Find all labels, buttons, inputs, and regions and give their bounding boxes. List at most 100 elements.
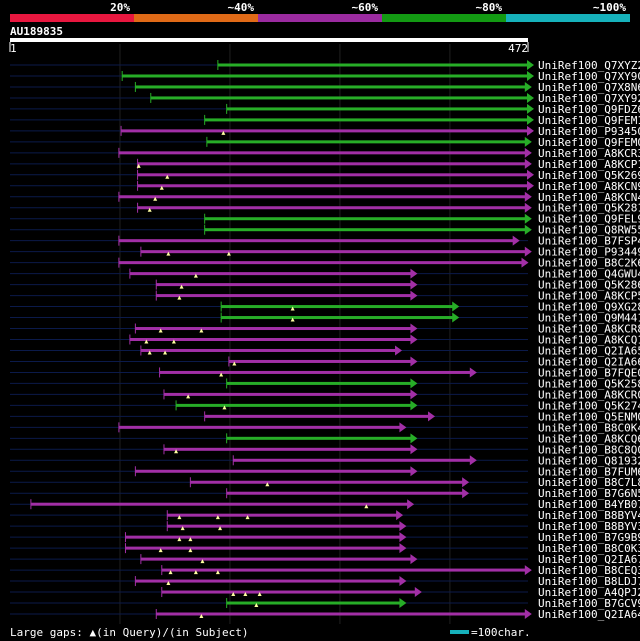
hit-bar[interactable] xyxy=(176,403,412,407)
hit-id-label[interactable]: UniRef100_Q2IA65 xyxy=(538,344,640,357)
hit-bar[interactable] xyxy=(228,359,412,363)
hit-id-label[interactable]: UniRef100_B7FUM6 xyxy=(538,465,640,478)
hit-id-label[interactable]: UniRef100_Q9XG28 xyxy=(538,301,640,314)
hit-bar[interactable] xyxy=(226,601,401,605)
hit-id-label[interactable]: UniRef100_Q2IA64 xyxy=(538,608,640,621)
hit-bar[interactable] xyxy=(190,480,464,484)
hit-bar[interactable] xyxy=(140,348,397,352)
hit-id-label[interactable]: UniRef100_Q9M441 xyxy=(538,312,640,325)
hit-id-label[interactable]: UniRef100_B8BYV3 xyxy=(538,520,640,533)
hit-bar[interactable] xyxy=(167,513,398,517)
hit-id-label[interactable]: UniRef100_Q9FEL9 xyxy=(538,213,640,226)
hit-bar[interactable] xyxy=(226,436,412,440)
hit-id-label[interactable]: UniRef100_A8KCR0 xyxy=(538,388,640,401)
hit-id-label[interactable]: UniRef100_B4YB07 xyxy=(538,498,640,511)
hit-id-label[interactable]: UniRef100_B7G6N5 xyxy=(538,487,640,500)
hit-bar[interactable] xyxy=(137,206,526,210)
hit-id-label[interactable]: UniRef100_A4QPJ2 xyxy=(538,586,640,599)
hit-id-label[interactable]: UniRef100_B7FQE0 xyxy=(538,366,640,379)
hit-bar[interactable] xyxy=(233,458,471,462)
hit-id-label[interactable]: UniRef100_Q5K274 xyxy=(538,399,640,412)
hit-id-label[interactable]: UniRef100_Q5K286 xyxy=(538,279,640,292)
hit-id-label[interactable]: UniRef100_P93450 xyxy=(538,125,640,138)
hit-id-label[interactable]: UniRef100_A8KCQ6 xyxy=(538,432,640,445)
hit-bar[interactable] xyxy=(135,85,526,89)
hit-bar[interactable] xyxy=(137,184,528,188)
hit-id-label[interactable]: UniRef100_Q8RW55 xyxy=(538,224,640,237)
hit-bar[interactable] xyxy=(163,447,412,451)
hit-id-label[interactable]: UniRef100_Q7XY92 xyxy=(538,92,640,105)
hit-id-label[interactable]: UniRef100_A8KCN4 xyxy=(538,191,640,204)
hit-id-label[interactable]: UniRef100_Q81932 xyxy=(538,454,640,467)
hit-bar[interactable] xyxy=(122,74,528,78)
hit-bar[interactable] xyxy=(226,107,528,111)
hit-bar[interactable] xyxy=(156,612,526,616)
hit-bar[interactable] xyxy=(30,502,409,506)
hit-id-label[interactable]: UniRef100_Q7XYZ2 xyxy=(538,59,640,72)
hit-id-label[interactable]: UniRef100_B7FSP4 xyxy=(538,235,640,248)
hit-bar[interactable] xyxy=(206,140,526,144)
hit-id-label[interactable]: UniRef100_Q2IA67 xyxy=(538,553,640,566)
hit-bar[interactable] xyxy=(125,546,401,550)
hit-id-label[interactable]: UniRef100_A8KCR3 xyxy=(538,147,640,160)
hit-bar[interactable] xyxy=(226,381,412,385)
hit-bar[interactable] xyxy=(125,535,401,539)
hit-bar[interactable] xyxy=(159,370,471,374)
hit-id-label[interactable]: UniRef100_A8KCR8 xyxy=(538,323,640,336)
hit-bar[interactable] xyxy=(118,239,514,243)
hit-id-label[interactable]: UniRef100_B8C8Q0 xyxy=(538,443,640,456)
hit-bar[interactable] xyxy=(121,129,529,133)
hit-id-label[interactable]: UniRef100_Q5K258 xyxy=(538,377,640,390)
hit-bar[interactable] xyxy=(161,590,416,594)
hit-id-label[interactable]: UniRef100_Q5K269 xyxy=(538,169,640,182)
hit-id-label[interactable]: UniRef100_B8C0K4 xyxy=(538,421,640,434)
hit-bar[interactable] xyxy=(137,162,526,166)
hit-id-label[interactable]: UniRef100_A8KCN9 xyxy=(538,180,640,193)
hit-bar[interactable] xyxy=(118,261,523,265)
hit-id-label[interactable]: UniRef100_A8KCP1 xyxy=(538,158,640,171)
hit-bar[interactable] xyxy=(137,173,528,177)
hit-id-label[interactable]: UniRef100_B7GCV9 xyxy=(538,597,640,610)
hit-id-label[interactable]: UniRef100_B8C7L8 xyxy=(538,476,640,489)
hit-bar[interactable] xyxy=(129,338,412,341)
hit-id-label[interactable]: UniRef100_Q7XY90 xyxy=(538,70,640,83)
hit-bar[interactable] xyxy=(140,557,412,561)
hit-id-label[interactable]: UniRef100_P93449 xyxy=(538,246,640,259)
hit-bar[interactable] xyxy=(167,524,401,528)
hit-id-label[interactable]: UniRef100_B8BYV4 xyxy=(538,509,640,522)
hit-bar[interactable] xyxy=(150,96,528,100)
hit-bar[interactable] xyxy=(226,491,464,495)
hit-bar[interactable] xyxy=(204,414,430,418)
hit-bar[interactable] xyxy=(221,305,454,309)
hit-bar[interactable] xyxy=(135,469,412,473)
hit-id-label[interactable]: UniRef100_A8KCP5 xyxy=(538,290,640,303)
hit-bar[interactable] xyxy=(161,568,526,572)
hit-bar[interactable] xyxy=(204,228,526,232)
hit-id-label[interactable]: UniRef100_Q9FDZ6 xyxy=(538,103,640,116)
hit-bar[interactable] xyxy=(204,118,528,122)
hit-id-label[interactable]: UniRef100_A8KCQ1 xyxy=(538,334,640,347)
hit-bar[interactable] xyxy=(135,327,412,331)
hit-id-label[interactable]: UniRef100_B8CEQ3 xyxy=(538,564,640,577)
hit-bar[interactable] xyxy=(140,250,526,254)
hit-id-label[interactable]: UniRef100_Q9FEM0 xyxy=(538,136,640,149)
hit-id-label[interactable]: UniRef100_Q7X8N6 xyxy=(538,81,640,94)
hit-bar[interactable] xyxy=(129,272,412,276)
hit-id-label[interactable]: UniRef100_Q5ENM0 xyxy=(538,410,640,423)
hit-id-label[interactable]: UniRef100_Q9FEM1 xyxy=(538,114,640,127)
hit-id-label[interactable]: UniRef100_Q4GWU4 xyxy=(538,268,640,281)
hit-bar[interactable] xyxy=(156,294,412,298)
hit-bar[interactable] xyxy=(217,63,529,67)
hit-id-label[interactable]: UniRef100_B8LDJ7 xyxy=(538,575,640,588)
hit-bar[interactable] xyxy=(118,151,526,155)
hit-bar[interactable] xyxy=(135,579,401,583)
hit-id-label[interactable]: UniRef100_Q5K281 xyxy=(538,202,640,215)
hit-id-label[interactable]: UniRef100_B8C0K3 xyxy=(538,542,640,555)
hit-bar[interactable] xyxy=(118,195,526,199)
hit-bar[interactable] xyxy=(156,283,412,287)
hit-bar[interactable] xyxy=(163,392,412,396)
hit-bar[interactable] xyxy=(221,316,454,320)
hit-id-label[interactable]: UniRef100_Q2IA66 xyxy=(538,355,640,368)
hit-bar[interactable] xyxy=(118,425,401,429)
hit-id-label[interactable]: UniRef100_B7G9B9 xyxy=(538,531,640,544)
